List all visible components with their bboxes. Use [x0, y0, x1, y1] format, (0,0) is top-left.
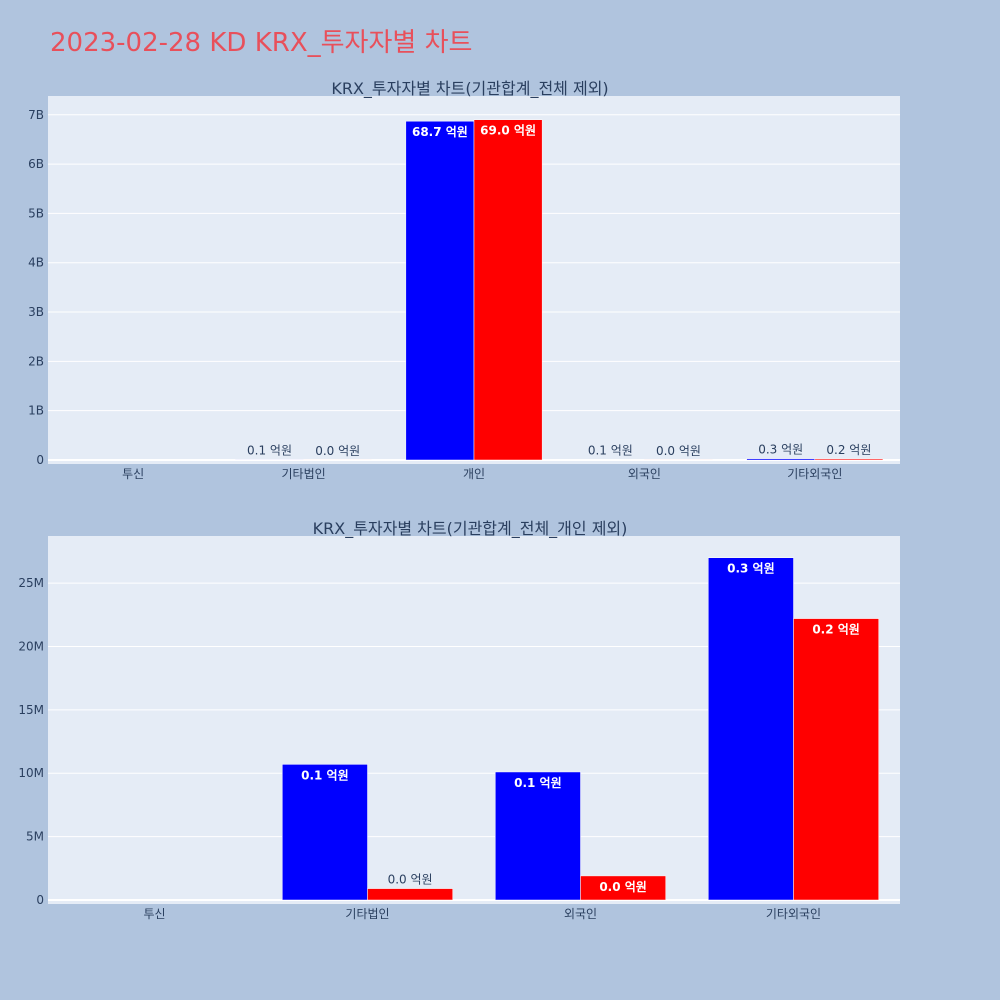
- data-label: 0.0 억원: [388, 873, 433, 887]
- bar: [708, 557, 794, 901]
- y-tick-label: 6B: [28, 157, 44, 171]
- x-tick-label: 투신: [143, 907, 165, 921]
- data-label: 0.3 억원: [727, 562, 775, 576]
- x-tick-label: 개인: [463, 467, 485, 481]
- y-tick-label: 0: [36, 453, 44, 467]
- chart-2: 0 5M 10M 15M 20M 25M KRX_투자자별 차트(기관합계_전체_개인 제외…: [18, 519, 900, 921]
- x-tick-label: 기타외국인: [766, 907, 821, 921]
- x-tick-label: 기타외국인: [787, 467, 842, 481]
- chart-1: 0 1B 2B 3B 4B 5B 6B 7B KRX_투자자별 차트(기관합계_전체 제외) 투신…: [28, 79, 900, 481]
- y-tick-label: 2B: [28, 354, 44, 368]
- y-tick-label: 5B: [28, 206, 44, 220]
- x-tick-label: 기타법인: [345, 907, 389, 921]
- y-tick-label: 0: [36, 893, 44, 907]
- bar: [405, 120, 475, 461]
- y-tick-label: 20M: [18, 639, 44, 653]
- x-tick-label: 외국인: [564, 907, 597, 921]
- y-tick-label: 25M: [18, 576, 44, 590]
- y-tick-label: 5M: [26, 830, 44, 844]
- bar: [495, 771, 581, 901]
- bar: [793, 618, 879, 901]
- bar: [580, 875, 666, 901]
- data-label: 68.7 억원: [412, 125, 468, 139]
- bar: [473, 119, 543, 461]
- data-label: 0.1 억원: [514, 776, 562, 790]
- data-label: 0.2 억원: [826, 443, 871, 457]
- y-tick-label: 15M: [18, 703, 44, 717]
- x-tick-label: 투신: [122, 467, 144, 481]
- y-tick-label: 4B: [28, 256, 44, 270]
- chart-title: KRX_투자자별 차트(기관합계_전체 제외): [331, 79, 608, 99]
- x-tick-label: 기타법인: [282, 467, 326, 481]
- bar: [235, 459, 304, 461]
- y-tick-label: 10M: [18, 766, 44, 780]
- data-label: 0.1 억원: [301, 768, 349, 782]
- bar: [367, 888, 453, 901]
- data-label: 0.3 억원: [758, 443, 803, 457]
- data-label: 0.1 억원: [247, 443, 292, 457]
- bar: [282, 764, 368, 901]
- bar: [746, 458, 816, 461]
- data-label: 0.2 억원: [812, 623, 860, 637]
- y-tick-label: 3B: [28, 305, 44, 319]
- y-tick-label: 7B: [28, 108, 44, 122]
- bar: [814, 458, 884, 461]
- x-tick-label: 외국인: [628, 467, 661, 481]
- data-label: 0.0 억원: [599, 880, 647, 894]
- data-label: 0.0 억원: [656, 444, 701, 458]
- data-label: 0.1 억원: [588, 444, 633, 458]
- data-label: 0.0 억원: [315, 444, 360, 458]
- page-title: 2023-02-28 KD KRX_투자자별 차트: [50, 28, 473, 58]
- data-label: 69.0 억원: [480, 124, 536, 138]
- y-tick-label: 1B: [28, 404, 44, 418]
- chart-title: KRX_투자자별 차트(기관합계_전체_개인 제외): [313, 519, 628, 539]
